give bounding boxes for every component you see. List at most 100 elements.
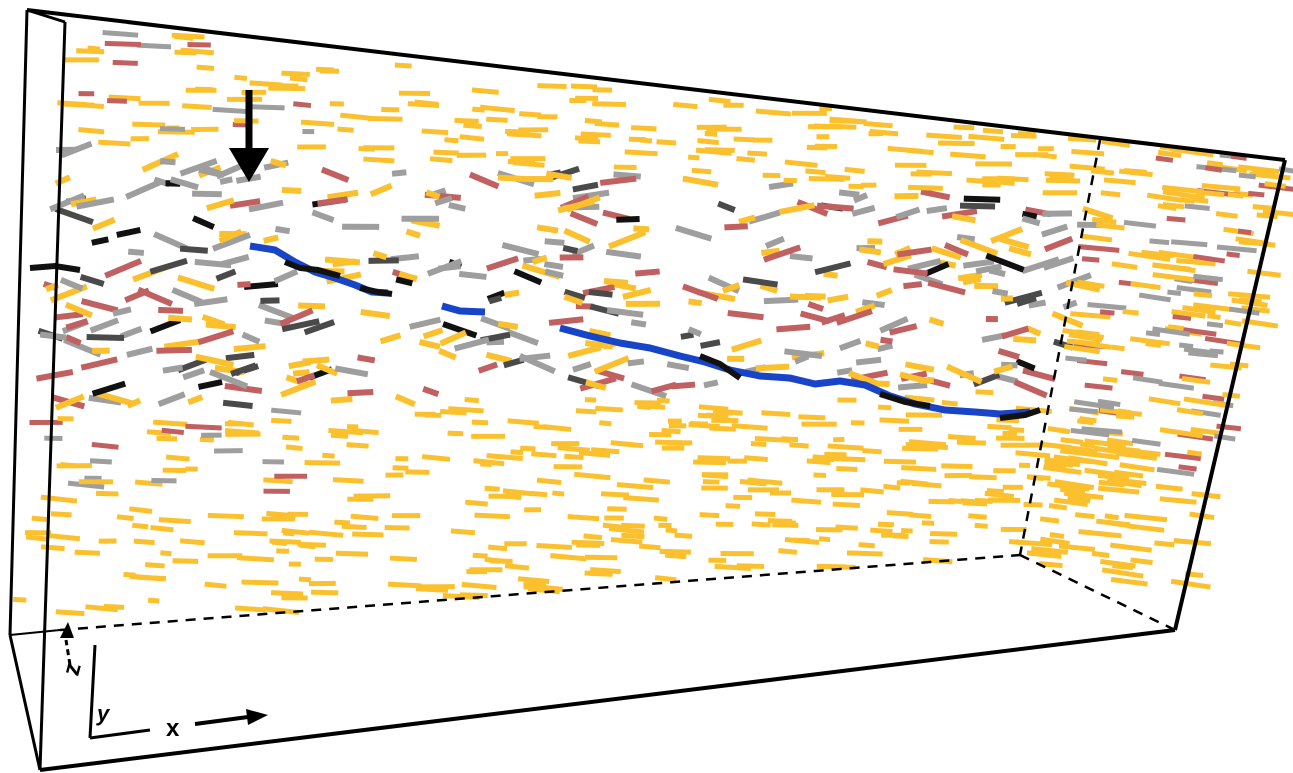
attribute-streak: [1241, 305, 1270, 314]
attribute-streak: [654, 575, 677, 583]
attribute-streak: [951, 213, 976, 224]
attribute-streak: [450, 528, 476, 536]
attribute-streak: [25, 534, 50, 542]
attribute-streak: [422, 385, 440, 398]
attribute-streak: [897, 382, 928, 391]
attribute-streak: [119, 325, 143, 340]
attribute-streak: [902, 445, 939, 452]
attribute-streak: [87, 45, 101, 52]
attribute-streak: [149, 317, 182, 335]
attribute-streak: [687, 326, 703, 338]
attribute-streak: [621, 532, 645, 540]
attribute-streak: [1173, 538, 1212, 547]
attribute-streak: [76, 48, 105, 55]
attribute-streak: [784, 348, 823, 359]
attribute-streak: [622, 287, 652, 300]
attribute-streak: [425, 189, 441, 200]
frame-bottom-edge: [39, 628, 1176, 772]
attribute-streak: [367, 115, 403, 122]
attribute-streak: [1021, 210, 1038, 220]
attribute-streak: [693, 459, 727, 466]
attribute-streak: [439, 329, 468, 347]
attribute-streak: [1123, 167, 1147, 175]
attribute-streak: [768, 180, 794, 191]
attribute-streak: [721, 282, 741, 294]
attribute-streak: [1176, 257, 1216, 267]
attribute-streak: [270, 590, 304, 597]
attribute-streak: [150, 524, 174, 533]
attribute-streak: [126, 397, 142, 409]
downward-arrow-icon: [229, 90, 269, 182]
attribute-streak: [836, 465, 858, 473]
attribute-streak: [79, 274, 105, 287]
attribute-streak: [928, 316, 945, 327]
attribute-streak: [858, 246, 882, 256]
attribute-streak: [588, 328, 612, 339]
attribute-streak: [453, 336, 490, 352]
attribute-streak: [157, 391, 186, 407]
attribute-streak: [398, 270, 418, 282]
attribute-streak: [204, 581, 227, 589]
attribute-streak: [464, 397, 479, 404]
attribute-streak: [387, 581, 422, 589]
attribute-streak: [1106, 437, 1134, 447]
attribute-streak: [137, 286, 174, 307]
attribute-streak: [133, 538, 155, 546]
attribute-streak: [1017, 131, 1036, 137]
attribute-streak: [959, 237, 999, 257]
attribute-streak: [1099, 309, 1115, 316]
attribute-streak: [793, 353, 810, 365]
attribute-streak: [1067, 135, 1097, 143]
attribute-streak: [584, 570, 613, 577]
attribute-streak: [624, 149, 658, 157]
attribute-streak: [807, 301, 825, 312]
attribute-streak: [91, 441, 119, 450]
attribute-streak: [1155, 483, 1183, 492]
attribute-streak: [697, 138, 720, 146]
attribute-streak: [281, 318, 320, 333]
attribute-streak: [171, 287, 203, 305]
attribute-streak: [448, 406, 484, 414]
attribute-streak: [78, 126, 105, 135]
attribute-streak: [988, 267, 1006, 278]
attribute-streak: [564, 453, 584, 461]
attribute-streak: [1067, 495, 1091, 504]
attribute-streak: [407, 101, 440, 108]
frame-left-front-edge: [38, 21, 67, 771]
attribute-streak: [282, 434, 300, 441]
attribute-streak: [653, 515, 668, 522]
attribute-streak: [308, 529, 344, 538]
attribute-streak: [1193, 291, 1213, 299]
attribute-streak: [661, 427, 681, 435]
attribute-streak: [1241, 318, 1279, 329]
attribute-streak: [956, 439, 986, 446]
attribute-streak: [1107, 445, 1141, 454]
attribute-streak: [1119, 462, 1155, 473]
attribute-streak: [994, 373, 1019, 385]
attribute-streak: [1015, 450, 1051, 459]
attribute-streak: [346, 442, 369, 449]
attribute-streak: [812, 454, 849, 462]
attribute-streak: [157, 129, 195, 135]
attribute-streak: [1228, 291, 1271, 300]
attribute-streak: [134, 479, 163, 487]
attribute-streak: [88, 394, 122, 406]
attribute-streak: [1081, 426, 1123, 435]
axis-label-y: y: [96, 701, 111, 726]
attribute-streak: [671, 381, 696, 390]
attribute-streak: [394, 393, 416, 408]
attribute-streak: [896, 246, 932, 258]
attribute-streak: [590, 567, 621, 575]
attribute-streak: [599, 175, 637, 186]
attribute-streak: [102, 30, 139, 38]
attribute-streak: [608, 526, 645, 535]
attribute-streak: [980, 177, 1015, 187]
attribute-streak: [1183, 396, 1227, 408]
attribute-streak: [1084, 382, 1113, 391]
attribute-streak: [1216, 244, 1257, 254]
attribute-streak: [1170, 578, 1211, 590]
attribute-streak: [281, 70, 310, 78]
attribute-streak: [975, 263, 1003, 275]
attribute-streak: [930, 245, 962, 261]
attribute-streak: [1065, 355, 1087, 363]
